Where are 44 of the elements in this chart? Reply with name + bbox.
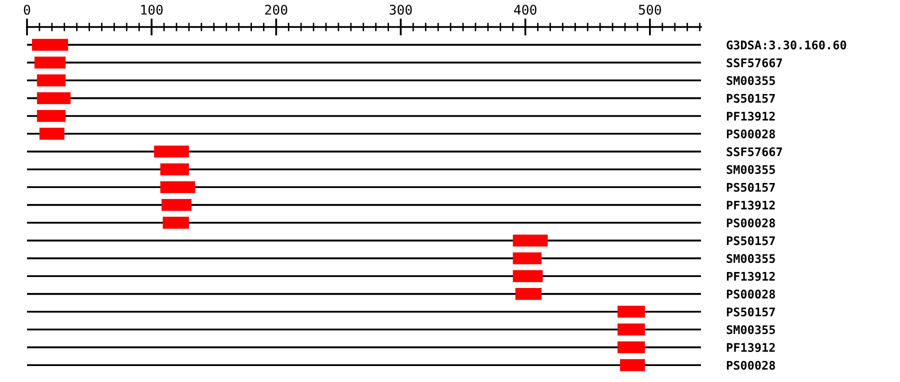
bar: [512, 270, 543, 282]
bar: [36, 74, 66, 86]
y-tick-label: SM00355: [726, 254, 775, 263]
y-tick-label: SSF57667: [726, 58, 782, 68]
bar: [34, 56, 66, 69]
y-tick-label: G3DSA:3.30.160.60: [726, 40, 846, 50]
y-tick-label: PF13912: [726, 112, 775, 121]
y-tick-label: PS00028: [726, 290, 776, 299]
y-tick-label: PF13912: [726, 343, 775, 352]
y-tick-label: SM00355: [726, 76, 775, 86]
bar: [160, 163, 189, 176]
y-tick-label: SSF57667: [726, 147, 782, 156]
bar: [36, 110, 66, 122]
y-tick-label: PS50157: [726, 182, 775, 192]
x-tick-label: 500: [638, 4, 661, 15]
bar: [154, 146, 189, 158]
bar: [515, 288, 542, 300]
x-tick-label: 300: [390, 4, 412, 15]
bar: [36, 92, 71, 104]
y-tick-label: SM00355: [726, 165, 775, 174]
y-tick-label: PF13912: [726, 272, 775, 281]
y-tick-label: PS50157: [726, 94, 775, 103]
bar: [618, 324, 645, 336]
y-tick-label: PS00028: [726, 360, 776, 370]
bar: [162, 216, 189, 229]
bar: [512, 252, 542, 264]
y-tick-label: PF13912: [726, 200, 775, 210]
bar: [160, 181, 196, 194]
y-tick-label: PS00028: [726, 129, 776, 138]
x-tick-label: 400: [514, 4, 536, 15]
y-tick-label: PS00028: [726, 218, 776, 228]
x-tick-label: 200: [265, 4, 288, 15]
bar: [39, 128, 64, 140]
bar: [32, 38, 68, 51]
bar: [618, 306, 645, 318]
y-tick-label: PS50157: [726, 236, 775, 246]
x-tick-label: 0: [24, 4, 30, 15]
bar: [512, 234, 548, 246]
bar: [620, 359, 645, 372]
y-tick-label: PS50157: [726, 307, 775, 316]
x-tick-label: 100: [141, 4, 163, 15]
bar: [162, 198, 192, 211]
bar: [618, 341, 645, 354]
y-tick-label: SM00355: [726, 325, 775, 334]
